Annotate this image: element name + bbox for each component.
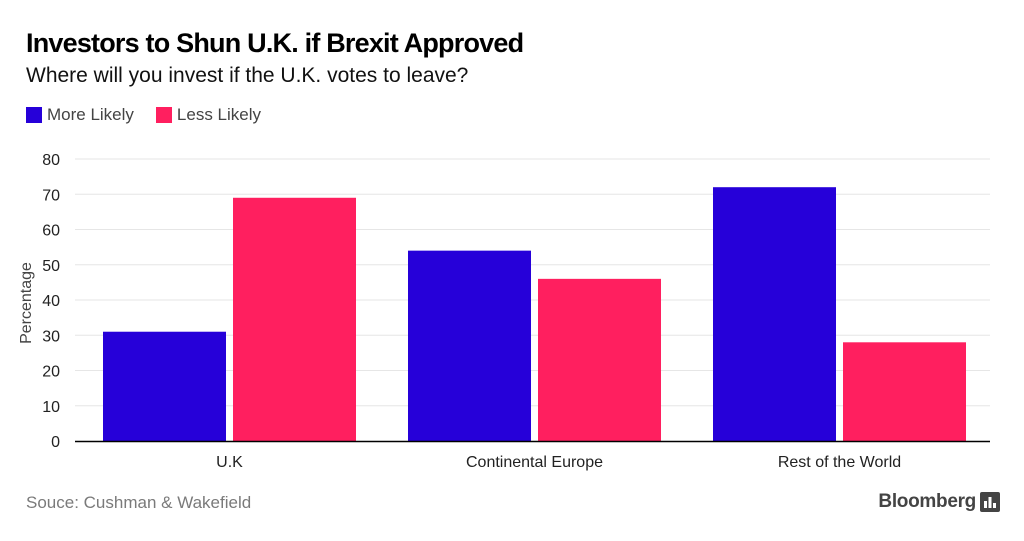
legend-swatch-more-likely — [26, 107, 42, 123]
x-tick-label: U.K — [216, 454, 243, 471]
y-tick-label: 60 — [42, 223, 60, 240]
bar-more-likely-2 — [713, 187, 836, 441]
legend-label-more-likely: More Likely — [47, 105, 134, 124]
y-tick-label: 10 — [42, 399, 60, 416]
y-tick-label: 0 — [51, 434, 60, 451]
bar-more-likely-0 — [103, 331, 226, 441]
y-tick-label: 50 — [42, 258, 60, 275]
legend: More Likely Less Likely — [26, 105, 283, 125]
bloomberg-logo: Bloomberg — [878, 491, 1000, 513]
y-tick-label: 30 — [42, 328, 60, 345]
x-tick-label: Rest of the World — [778, 454, 901, 471]
legend-label-less-likely: Less Likely — [176, 105, 262, 124]
y-tick-label: 20 — [42, 364, 60, 381]
brand-name: Bloomberg — [878, 491, 976, 512]
source-note: Souce: Cushman & Wakefield — [26, 493, 252, 512]
legend-swatch-less-likely — [155, 107, 172, 123]
y-axis-label: Percentage — [18, 262, 35, 344]
bar-less-likely-1 — [538, 278, 661, 441]
y-tick-label: 70 — [42, 187, 60, 204]
bar-less-likely-0 — [233, 197, 356, 441]
bar-more-likely-1 — [408, 250, 531, 441]
chart-title: Investors to Shun U.K. if Brexit Approve… — [26, 28, 524, 58]
bar-less-likely-2 — [843, 342, 966, 441]
chart-subtitle: Where will you invest if the U.K. votes … — [26, 64, 469, 87]
legend-item-more-likely: More Likely — [26, 105, 134, 125]
x-tick-label: Continental Europe — [466, 454, 603, 471]
y-tick-label: 80 — [42, 152, 60, 169]
bar-chart-icon — [980, 492, 1000, 512]
y-tick-label: 40 — [42, 293, 60, 310]
legend-item-less-likely: Less Likely — [155, 105, 262, 125]
